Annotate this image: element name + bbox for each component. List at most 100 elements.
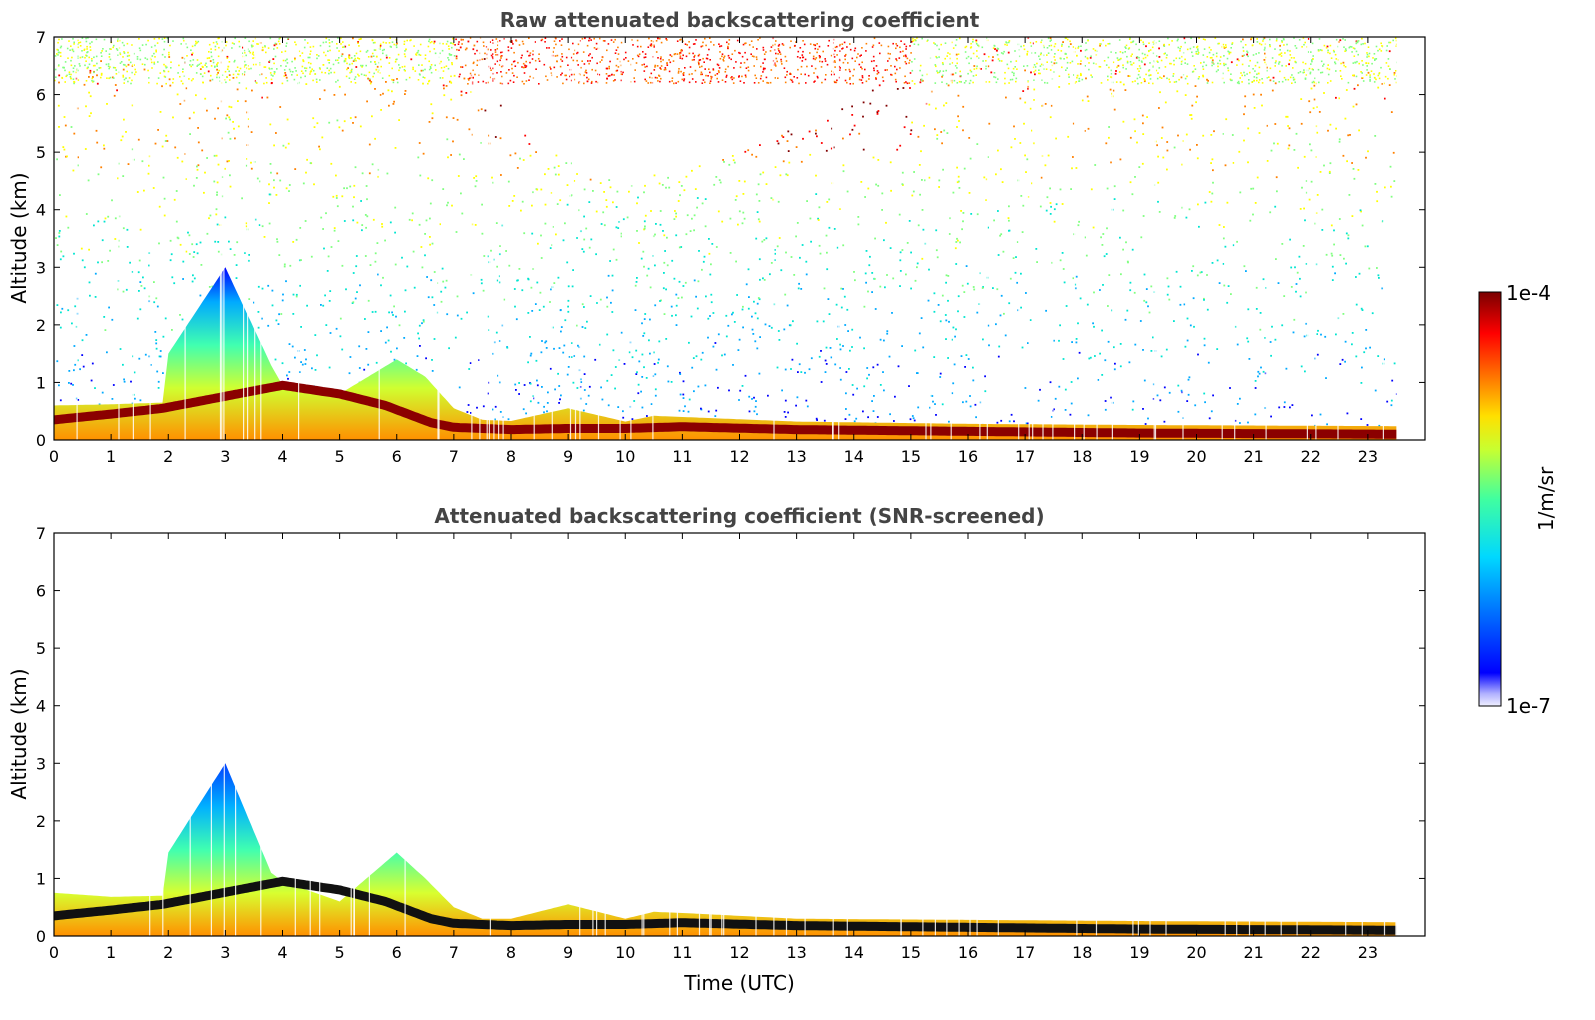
speckle-point: [58, 230, 61, 232]
speckle-point: [122, 56, 124, 58]
speckle-point: [620, 41, 623, 44]
speckle-point: [1365, 62, 1368, 64]
speckle-point: [676, 40, 679, 42]
speckle-point: [673, 218, 676, 220]
speckle-point: [507, 418, 510, 421]
speckle-point: [276, 172, 279, 175]
speckle-point: [1053, 62, 1056, 65]
speckle-point: [1166, 168, 1168, 171]
speckle-point: [806, 200, 808, 202]
speckle-point: [138, 38, 140, 40]
speckle-point: [228, 105, 231, 108]
speckle-point: [786, 74, 788, 76]
speckle-point: [305, 67, 308, 70]
speckle-point: [1299, 208, 1302, 210]
speckle-point: [123, 82, 125, 84]
speckle-point: [399, 67, 401, 69]
speckle-point: [1072, 46, 1075, 48]
speckle-point: [1143, 273, 1146, 276]
speckle-point: [499, 245, 501, 247]
speckle-point: [398, 69, 400, 72]
speckle-point: [842, 345, 844, 347]
speckle-point: [814, 67, 817, 70]
speckle-point: [1013, 420, 1015, 423]
speckle-point: [1312, 58, 1314, 60]
speckle-point: [668, 59, 670, 61]
speckle-point: [606, 305, 609, 308]
speckle-point: [657, 361, 659, 364]
speckle-point: [506, 346, 509, 349]
speckle-point: [1124, 318, 1127, 321]
speckle-point: [1015, 256, 1017, 258]
speckle-point: [933, 310, 936, 313]
speckle-point: [204, 171, 206, 174]
speckle-point: [215, 208, 218, 211]
speckle-point: [961, 228, 963, 231]
speckle-point: [1256, 73, 1258, 75]
speckle-point: [381, 49, 384, 52]
speckle-point: [1328, 172, 1331, 174]
speckle-point: [647, 267, 650, 270]
speckle-point: [545, 75, 547, 78]
speckle-point: [287, 142, 290, 145]
speckle-point: [567, 310, 570, 313]
speckle-point: [584, 71, 587, 73]
speckle-point: [1203, 337, 1206, 340]
speckle-point: [161, 38, 164, 40]
speckle-point: [251, 53, 254, 55]
speckle-point: [125, 77, 127, 79]
speckle-point: [226, 68, 229, 70]
speckle-point: [536, 281, 539, 284]
speckle-point: [875, 77, 877, 79]
speckle-point: [67, 57, 69, 59]
speckle-point: [310, 255, 313, 258]
speckle-point: [615, 70, 618, 72]
speckle-point: [1183, 37, 1186, 40]
speckle-point: [549, 301, 551, 303]
speckle-point: [668, 186, 671, 189]
speckle-point: [358, 45, 360, 47]
speckle-point: [189, 133, 191, 135]
speckle-point: [673, 53, 676, 56]
speckle-point: [109, 48, 111, 50]
speckle-point: [1147, 305, 1149, 308]
speckle-point: [442, 280, 445, 283]
speckle-point: [709, 59, 711, 61]
speckle-point: [758, 220, 761, 223]
speckle-point: [1043, 46, 1045, 49]
speckle-point: [1164, 66, 1167, 68]
speckle-point: [509, 154, 512, 157]
speckle-point: [817, 76, 819, 79]
speckle-point: [489, 76, 491, 79]
speckle-point: [675, 314, 677, 317]
speckle-point: [1242, 46, 1244, 49]
speckle-point: [620, 79, 622, 82]
speckle-point: [677, 297, 680, 299]
speckle-point: [784, 368, 787, 371]
speckle-point: [1295, 61, 1297, 64]
speckle-point: [643, 191, 645, 194]
speckle-point: [544, 173, 546, 176]
speckle-point: [920, 150, 922, 153]
speckle-point: [573, 73, 576, 76]
speckle-point: [364, 318, 366, 320]
speckle-point: [654, 233, 656, 236]
speckle-point: [356, 291, 358, 293]
speckle-point: [895, 80, 897, 83]
speckle-point: [681, 57, 684, 60]
speckle-point: [663, 313, 666, 315]
speckle-point: [552, 51, 554, 53]
speckle-point: [1125, 241, 1127, 244]
speckle-point: [1384, 75, 1387, 78]
speckle-point: [1027, 80, 1030, 83]
speckle-point: [765, 183, 768, 185]
speckle-point: [941, 81, 943, 83]
speckle-point: [1353, 74, 1355, 77]
speckle-point: [73, 132, 76, 135]
speckle-point: [1276, 38, 1278, 40]
speckle-point: [830, 54, 833, 57]
speckle-point: [448, 48, 450, 50]
speckle-point: [812, 57, 815, 60]
speckle-point: [1374, 183, 1377, 185]
speckle-point: [671, 314, 673, 317]
